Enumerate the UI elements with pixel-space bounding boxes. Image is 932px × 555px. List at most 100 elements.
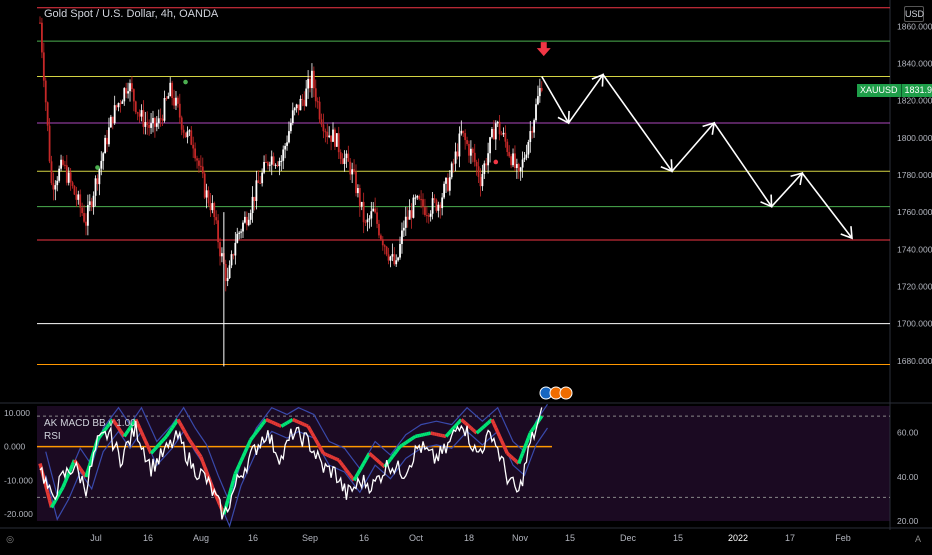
candle-body: [290, 123, 292, 131]
candle-body: [497, 122, 499, 124]
macd-segment: [480, 428, 482, 430]
candle-body: [231, 254, 233, 265]
macd-segment: [540, 416, 542, 419]
candle-body: [372, 209, 374, 212]
candle-body: [233, 254, 235, 255]
price-tick-label: 1740.000: [897, 244, 932, 254]
candle-body: [460, 131, 462, 134]
macd-segment: [377, 460, 379, 462]
macd-segment: [157, 445, 159, 447]
macd-segment: [364, 460, 366, 463]
candle-body: [43, 52, 45, 80]
candle-body: [437, 205, 439, 211]
candle-body: [470, 149, 472, 156]
currency-button[interactable]: USD: [904, 6, 924, 22]
candle-body: [462, 131, 464, 133]
time-tick-label: 16: [143, 533, 153, 543]
candle-body: [315, 88, 317, 101]
candle-body: [506, 142, 508, 152]
auto-scale-icon[interactable]: A: [912, 533, 924, 545]
candle-body: [474, 153, 476, 162]
macd-segment: [270, 421, 272, 422]
candle-body: [187, 131, 189, 137]
candle-body: [95, 178, 97, 195]
time-tick-label: 18: [464, 533, 474, 543]
macd-segment: [201, 457, 203, 462]
macd-segment: [486, 423, 488, 425]
candle-body: [141, 110, 143, 117]
candle-body: [336, 133, 338, 147]
macd-segment: [502, 441, 504, 445]
candle-body: [75, 194, 77, 199]
candle-body: [294, 108, 296, 110]
candle-body: [261, 173, 263, 184]
candle-body: [300, 99, 302, 110]
candle-body: [66, 165, 68, 183]
macd-segment: [337, 459, 339, 460]
candle-body: [210, 203, 212, 210]
macd-segment: [396, 449, 398, 452]
macd-segment: [245, 448, 247, 452]
macd-segment: [479, 430, 481, 432]
timezone-icon[interactable]: ◎: [4, 533, 16, 545]
macd-segment: [145, 441, 147, 445]
candle-body: [202, 167, 204, 174]
macd-segment: [318, 443, 320, 446]
macd-segment: [124, 434, 126, 437]
macd-segment: [369, 453, 371, 455]
candle-body: [514, 153, 516, 168]
macd-segment: [500, 436, 502, 440]
candle-body: [133, 89, 135, 101]
macd-segment: [299, 422, 301, 423]
candle-body: [70, 172, 72, 182]
time-tick-label: Oct: [409, 533, 424, 543]
macd-tick-label: -20.000: [4, 509, 33, 519]
candle-body: [284, 146, 286, 150]
macd-segment: [276, 424, 278, 425]
macd-segment: [488, 421, 490, 423]
candle-body: [411, 210, 413, 218]
candle-body: [139, 114, 141, 117]
candle-body: [98, 169, 100, 185]
candle-body: [208, 190, 210, 203]
candle-body: [269, 165, 271, 166]
candle-body: [234, 243, 236, 256]
candle-body: [93, 196, 95, 207]
macd-segment: [65, 478, 67, 483]
candle-body: [192, 145, 194, 149]
macd-segment: [519, 458, 521, 463]
candle-body: [447, 178, 449, 191]
candle-body: [321, 119, 323, 124]
macd-segment: [532, 427, 534, 430]
macd-segment: [394, 452, 396, 455]
macd-segment: [195, 448, 197, 451]
candle-body: [430, 214, 432, 217]
candle-body: [445, 178, 447, 184]
macd-segment: [247, 444, 249, 448]
candle-body: [349, 162, 351, 175]
macd-segment: [187, 436, 189, 439]
candle-body: [455, 152, 457, 164]
macd-segment: [525, 443, 527, 448]
macd-segment: [159, 443, 161, 445]
macd-segment: [381, 464, 383, 466]
candle-body: [127, 91, 129, 93]
candle-body: [464, 133, 466, 140]
macd-segment: [507, 453, 509, 455]
macd-segment: [241, 457, 243, 461]
macd-segment: [254, 432, 256, 435]
candle-body: [380, 235, 382, 239]
candle-body: [248, 220, 250, 225]
macd-segment: [287, 422, 289, 423]
candle-body: [480, 177, 482, 186]
candle-body: [144, 122, 146, 127]
candle-body: [529, 131, 531, 142]
macd-segment: [484, 425, 486, 427]
candle-body: [319, 102, 321, 120]
signal-dot-1: [183, 80, 188, 85]
macd-segment: [314, 436, 316, 439]
macd-segment: [251, 437, 253, 440]
candle-body: [346, 154, 348, 158]
